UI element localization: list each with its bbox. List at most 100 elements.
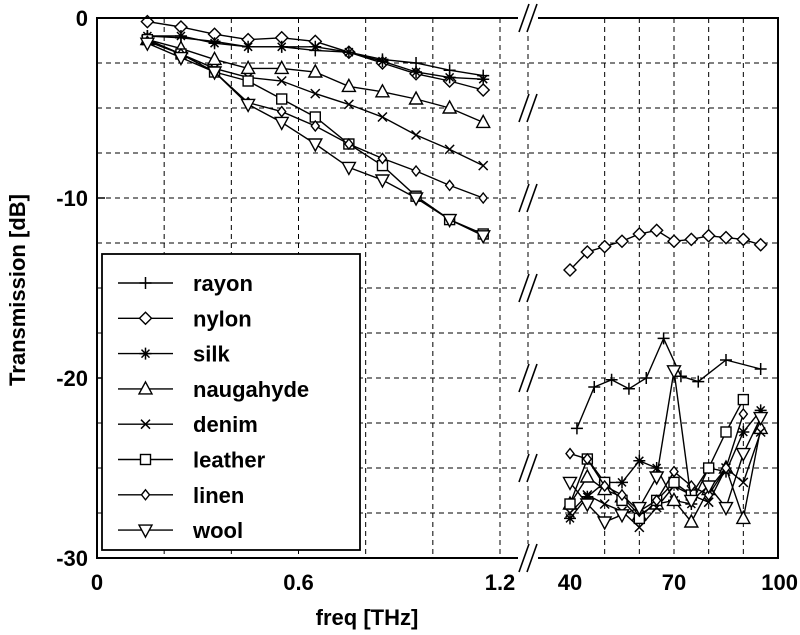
- rayon-point: [622, 382, 635, 395]
- legend-item-naugahyde: naugahyde: [118, 377, 309, 402]
- legend-item-leather: leather: [118, 448, 266, 473]
- wool-point: [596, 516, 613, 531]
- wool-point: [408, 192, 424, 207]
- naugahyde-point: [475, 113, 491, 129]
- break-slash: [518, 453, 530, 483]
- naugahyde-point: [579, 468, 596, 483]
- x-tick-label: 1.2: [485, 570, 516, 595]
- legend-label: naugahyde: [193, 377, 309, 402]
- rayon-point: [640, 372, 653, 384]
- nylon-point: [632, 227, 647, 241]
- wool-point: [139, 37, 156, 52]
- legend-marker: [139, 277, 152, 289]
- linen-point: [651, 494, 662, 507]
- nylon-point: [736, 232, 751, 247]
- rayon-point: [657, 332, 670, 345]
- leather-point: [668, 476, 680, 489]
- linen-point: [411, 164, 421, 178]
- naugahyde-point: [341, 77, 357, 93]
- wool-point: [374, 174, 391, 189]
- nylon-point: [597, 239, 612, 254]
- break-slash: [526, 363, 538, 393]
- leather-point: [720, 426, 732, 438]
- linen-point: [276, 105, 287, 118]
- denim-point: [276, 75, 287, 87]
- y-tick-label: -10: [56, 186, 88, 211]
- y-tick-label: 0: [76, 6, 88, 31]
- denim-point: [343, 99, 354, 110]
- wool-point: [307, 138, 323, 153]
- denim-point: [377, 111, 388, 123]
- wool-point: [614, 509, 630, 524]
- silk-point: [376, 55, 389, 68]
- denim-point: [564, 507, 576, 519]
- wool-line: [569, 370, 762, 523]
- denim-point: [582, 489, 593, 501]
- break-gap: [518, 4, 538, 32]
- silk-point: [208, 37, 221, 50]
- rayon-point: [720, 354, 732, 366]
- break-slash: [526, 93, 538, 123]
- linen-point: [738, 407, 749, 421]
- linen-point: [599, 479, 610, 493]
- legend-label: rayon: [193, 271, 253, 296]
- break-gap: [518, 364, 538, 392]
- legend-marker: [139, 453, 152, 466]
- denim-point: [703, 497, 714, 508]
- wool-point: [206, 66, 223, 81]
- break-slash: [518, 93, 530, 123]
- series-denim: [142, 34, 766, 533]
- nylon-point: [563, 263, 577, 277]
- silk-point: [443, 71, 456, 84]
- legend-item-silk: silk: [118, 342, 230, 367]
- rayon-point: [674, 370, 687, 383]
- leather-point: [276, 93, 288, 105]
- break-slash: [518, 543, 530, 573]
- nylon-point: [667, 234, 681, 249]
- rayon-point: [754, 363, 767, 375]
- silk-point: [342, 46, 355, 59]
- wool-point: [648, 471, 665, 486]
- break-gap: [518, 274, 538, 302]
- denim-point: [755, 426, 766, 438]
- x-tick-label: 70: [662, 570, 686, 595]
- wool-point: [240, 98, 256, 113]
- nylon-point: [701, 228, 716, 243]
- wool-point: [579, 498, 596, 513]
- wool-point: [341, 161, 357, 176]
- break-slash: [518, 363, 530, 393]
- legend-marker: [137, 524, 154, 539]
- legend-label: denim: [193, 412, 258, 437]
- x-tick-label: 100: [761, 570, 798, 595]
- break-gap: [518, 94, 538, 122]
- denim-point: [310, 88, 321, 99]
- legend-marker: [137, 380, 154, 395]
- linen-point: [377, 152, 388, 165]
- linen-point: [703, 488, 714, 502]
- nylon-point: [719, 230, 733, 245]
- break-slash: [526, 3, 538, 33]
- nylon-point: [649, 223, 664, 238]
- y-axis-label: Transmission [dB]: [5, 194, 30, 386]
- linen-point: [721, 461, 731, 475]
- legend-marker: [139, 347, 152, 360]
- wool-point: [666, 365, 682, 380]
- linen-point: [582, 452, 593, 466]
- legend-label: wool: [192, 518, 243, 543]
- break-slash: [526, 543, 538, 573]
- wool-point: [718, 501, 734, 517]
- rayon-point: [692, 375, 705, 388]
- rayon-point: [588, 381, 601, 393]
- x-axis-label: freq [THz]: [316, 605, 419, 630]
- nylon-point: [615, 234, 629, 249]
- linen-point: [669, 465, 679, 478]
- silk-point: [275, 40, 288, 53]
- break-slash: [526, 453, 538, 483]
- denim-point: [478, 160, 489, 171]
- legend: rayon nylon silk naugahyde denim leather linen…: [101, 253, 361, 551]
- linen-point: [565, 447, 575, 460]
- linen-point: [444, 179, 455, 192]
- break-slash: [518, 183, 530, 213]
- y-tick-label: -20: [56, 366, 88, 391]
